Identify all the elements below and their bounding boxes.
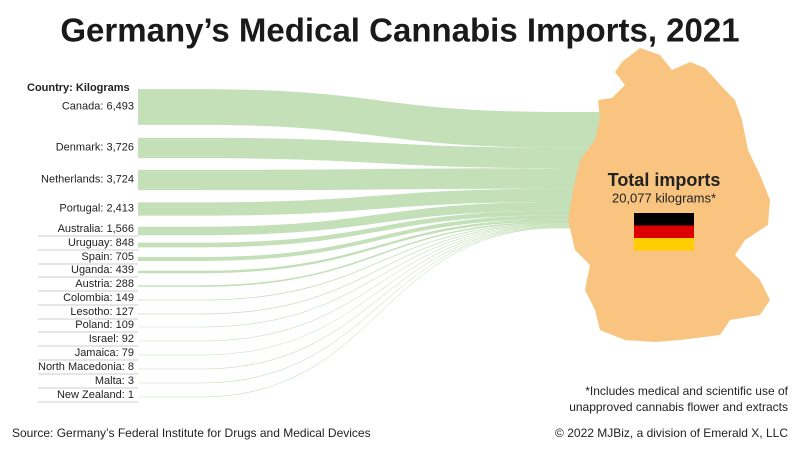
flow-band — [138, 227, 605, 384]
germany-map — [568, 48, 770, 342]
country-label: North Macedonia: 8 — [38, 361, 134, 373]
flag-black — [634, 213, 694, 226]
footnote: *Includes medical and scientific use of — [585, 384, 788, 398]
country-label: Jamaica: 79 — [75, 347, 134, 359]
country-label: Israel: 92 — [89, 333, 134, 345]
flag-red — [634, 225, 694, 238]
country-label: Portugal: 2,413 — [59, 202, 134, 214]
flow-band — [138, 210, 605, 248]
country-label: Denmark: 3,726 — [56, 141, 134, 153]
country-label: Uruguay: 848 — [68, 237, 134, 249]
source: Source: Germany’s Federal Institute for … — [12, 426, 371, 440]
country-label: New Zealand: 1 — [57, 389, 134, 401]
country-label: Canada: 6,493 — [62, 100, 134, 112]
flow-band — [138, 168, 605, 191]
country-label: Poland: 109 — [75, 319, 134, 331]
flow-band — [138, 89, 605, 148]
footnote: unapproved cannabis flower and extracts — [569, 400, 788, 414]
flag-gold — [634, 238, 694, 251]
flow-band — [138, 225, 605, 342]
country-label: Malta: 3 — [95, 375, 134, 387]
credit: © 2022 MJBiz, a division of Emerald X, L… — [555, 426, 788, 440]
country-label: Uganda: 439 — [71, 264, 134, 276]
flow-band — [138, 188, 605, 216]
country-label: Lesotho: 127 — [70, 306, 134, 318]
flow-band — [138, 137, 605, 169]
flow-band — [138, 201, 605, 236]
country-label: Austria: 288 — [75, 278, 134, 290]
country-label: Netherlands: 3,724 — [41, 173, 134, 185]
label-header: Country: Kilograms — [27, 82, 130, 94]
total-title: Total imports — [608, 170, 721, 190]
country-label: Colombia: 149 — [63, 292, 134, 304]
total-label: 20,077 kilograms* — [612, 190, 716, 205]
country-label: Australia: 1,566 — [58, 223, 134, 235]
chart-title: Germany’s Medical Cannabis Imports, 2021 — [60, 12, 739, 49]
flow-band — [138, 223, 605, 315]
country-label: Spain: 705 — [81, 251, 134, 263]
flows — [138, 89, 605, 398]
